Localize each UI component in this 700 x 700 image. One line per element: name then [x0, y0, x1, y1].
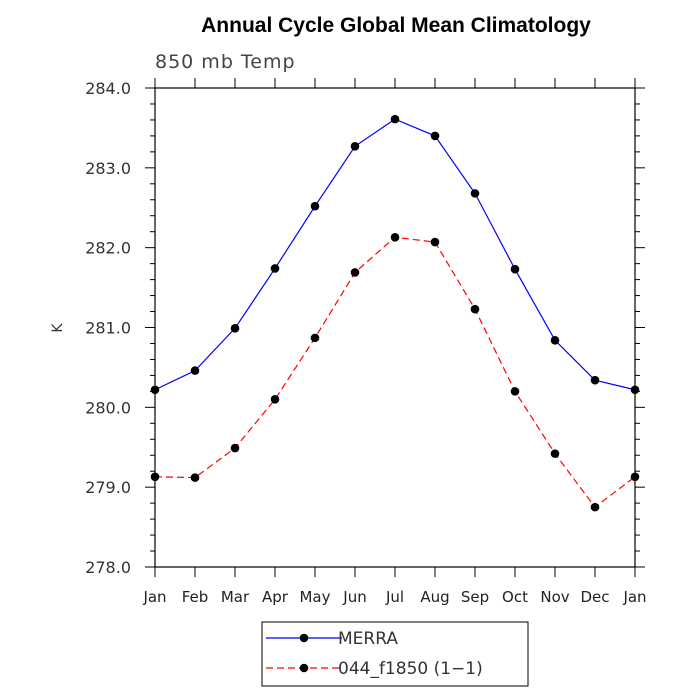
plot-area: 278.0 279.0 280.0 281.0 282.0 283.0 284.0 Jan Fe… [85, 78, 647, 606]
legend-label-1: MERRA [338, 629, 398, 649]
chart-title: Annual Cycle Global Mean Climatology [201, 14, 591, 37]
y-tick-label: 283.0 [85, 159, 131, 178]
series-2-point [190, 473, 200, 482]
series-2-point [310, 333, 320, 343]
series-1-point [350, 141, 360, 151]
series-2-point [510, 387, 520, 396]
series-2-point [270, 395, 280, 404]
series-1-point [150, 385, 160, 395]
x-tick-label: Jan [142, 588, 166, 606]
x-tick-label: Nov [540, 588, 569, 606]
x-tick-label: May [299, 588, 330, 606]
series-1-point [510, 264, 520, 274]
plot-frame [154, 87, 636, 568]
series-2-point [230, 443, 240, 453]
series-1-point [390, 114, 400, 124]
series-2-point [350, 268, 360, 277]
legend-label-2: 044_f1850 (1−1) [338, 659, 483, 679]
series-2-point [590, 502, 600, 512]
series-1-point [550, 335, 560, 345]
x-tick-label: Jul [385, 588, 404, 606]
y-tick-label: 284.0 [85, 79, 131, 98]
series-1-point [270, 264, 280, 273]
series-2-point [430, 237, 440, 247]
legend-box [261, 621, 529, 687]
legend: MERRA 044_f1850 (1−1) [261, 621, 529, 687]
series-1-point [430, 131, 440, 141]
x-tick-label: Feb [182, 588, 209, 606]
x-tick-label: Aug [420, 588, 449, 606]
series-2-point [630, 472, 640, 482]
series-1-point [310, 201, 320, 211]
series-2-point [550, 449, 560, 458]
x-tick-label: Dec [580, 588, 609, 606]
y-tick-label: 279.0 [85, 478, 131, 497]
y-tick-label: 280.0 [85, 398, 131, 417]
x-tick-label: Jan [622, 588, 646, 606]
series-1-point [590, 375, 600, 385]
series-1-point [190, 366, 200, 375]
series-line-1 [154, 118, 636, 391]
y-tick-label: 281.0 [85, 319, 131, 338]
series-1-point [470, 189, 480, 198]
legend-marker-2 [299, 663, 309, 673]
series-1-point [630, 385, 640, 395]
y-axis-label: K [50, 323, 66, 333]
chart-subtitle: 850 mb Temp [155, 51, 296, 73]
x-tick-label: Sep [461, 588, 489, 606]
series-2-point [150, 472, 160, 482]
x-tick-label: Apr [262, 588, 289, 606]
series-line-2 [154, 236, 636, 508]
series-2-point [470, 304, 480, 314]
legend-marker-1 [299, 633, 309, 643]
x-tick-label: Jun [342, 588, 366, 606]
series-1-point [230, 323, 240, 333]
x-tick-label: Oct [502, 588, 528, 606]
x-tick-label: Mar [221, 588, 250, 606]
series-2-point [390, 232, 400, 242]
y-tick-label: 278.0 [85, 558, 131, 577]
y-tick-label: 282.0 [85, 239, 131, 258]
